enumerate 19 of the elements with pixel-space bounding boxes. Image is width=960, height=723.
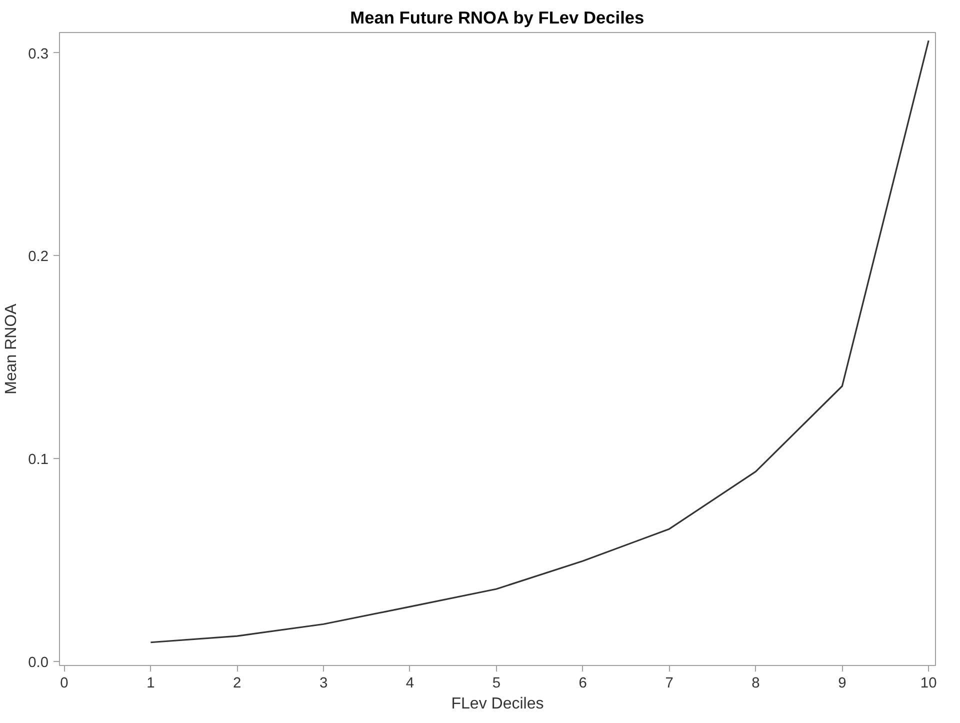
x-tick-label: 7 bbox=[665, 676, 674, 692]
y-tick-label: 0.0 bbox=[28, 654, 48, 671]
x-axis-title: FLev Deciles bbox=[451, 696, 544, 712]
x-tick-label: 4 bbox=[406, 676, 414, 692]
x-tick-label: 3 bbox=[319, 676, 328, 692]
x-tick-label: 5 bbox=[492, 676, 500, 692]
y-axis-title: Mean RNOA bbox=[3, 303, 20, 394]
x-tick-label: 6 bbox=[578, 676, 587, 692]
line-series bbox=[150, 40, 930, 644]
x-tick-label: 1 bbox=[146, 676, 155, 692]
y-tick-label: 0.2 bbox=[28, 249, 48, 266]
x-tick-label: 8 bbox=[752, 676, 760, 692]
y-tick-label: 0.1 bbox=[28, 452, 48, 468]
x-tick-label: 0 bbox=[60, 676, 68, 692]
y-tick-label: 0.3 bbox=[28, 46, 48, 62]
x-tick-label: 9 bbox=[838, 676, 846, 692]
x-tick-label: 10 bbox=[920, 676, 937, 692]
chart-title: Mean Future RNOA by FLev Deciles bbox=[350, 8, 644, 28]
x-tick-label: 2 bbox=[233, 676, 242, 692]
